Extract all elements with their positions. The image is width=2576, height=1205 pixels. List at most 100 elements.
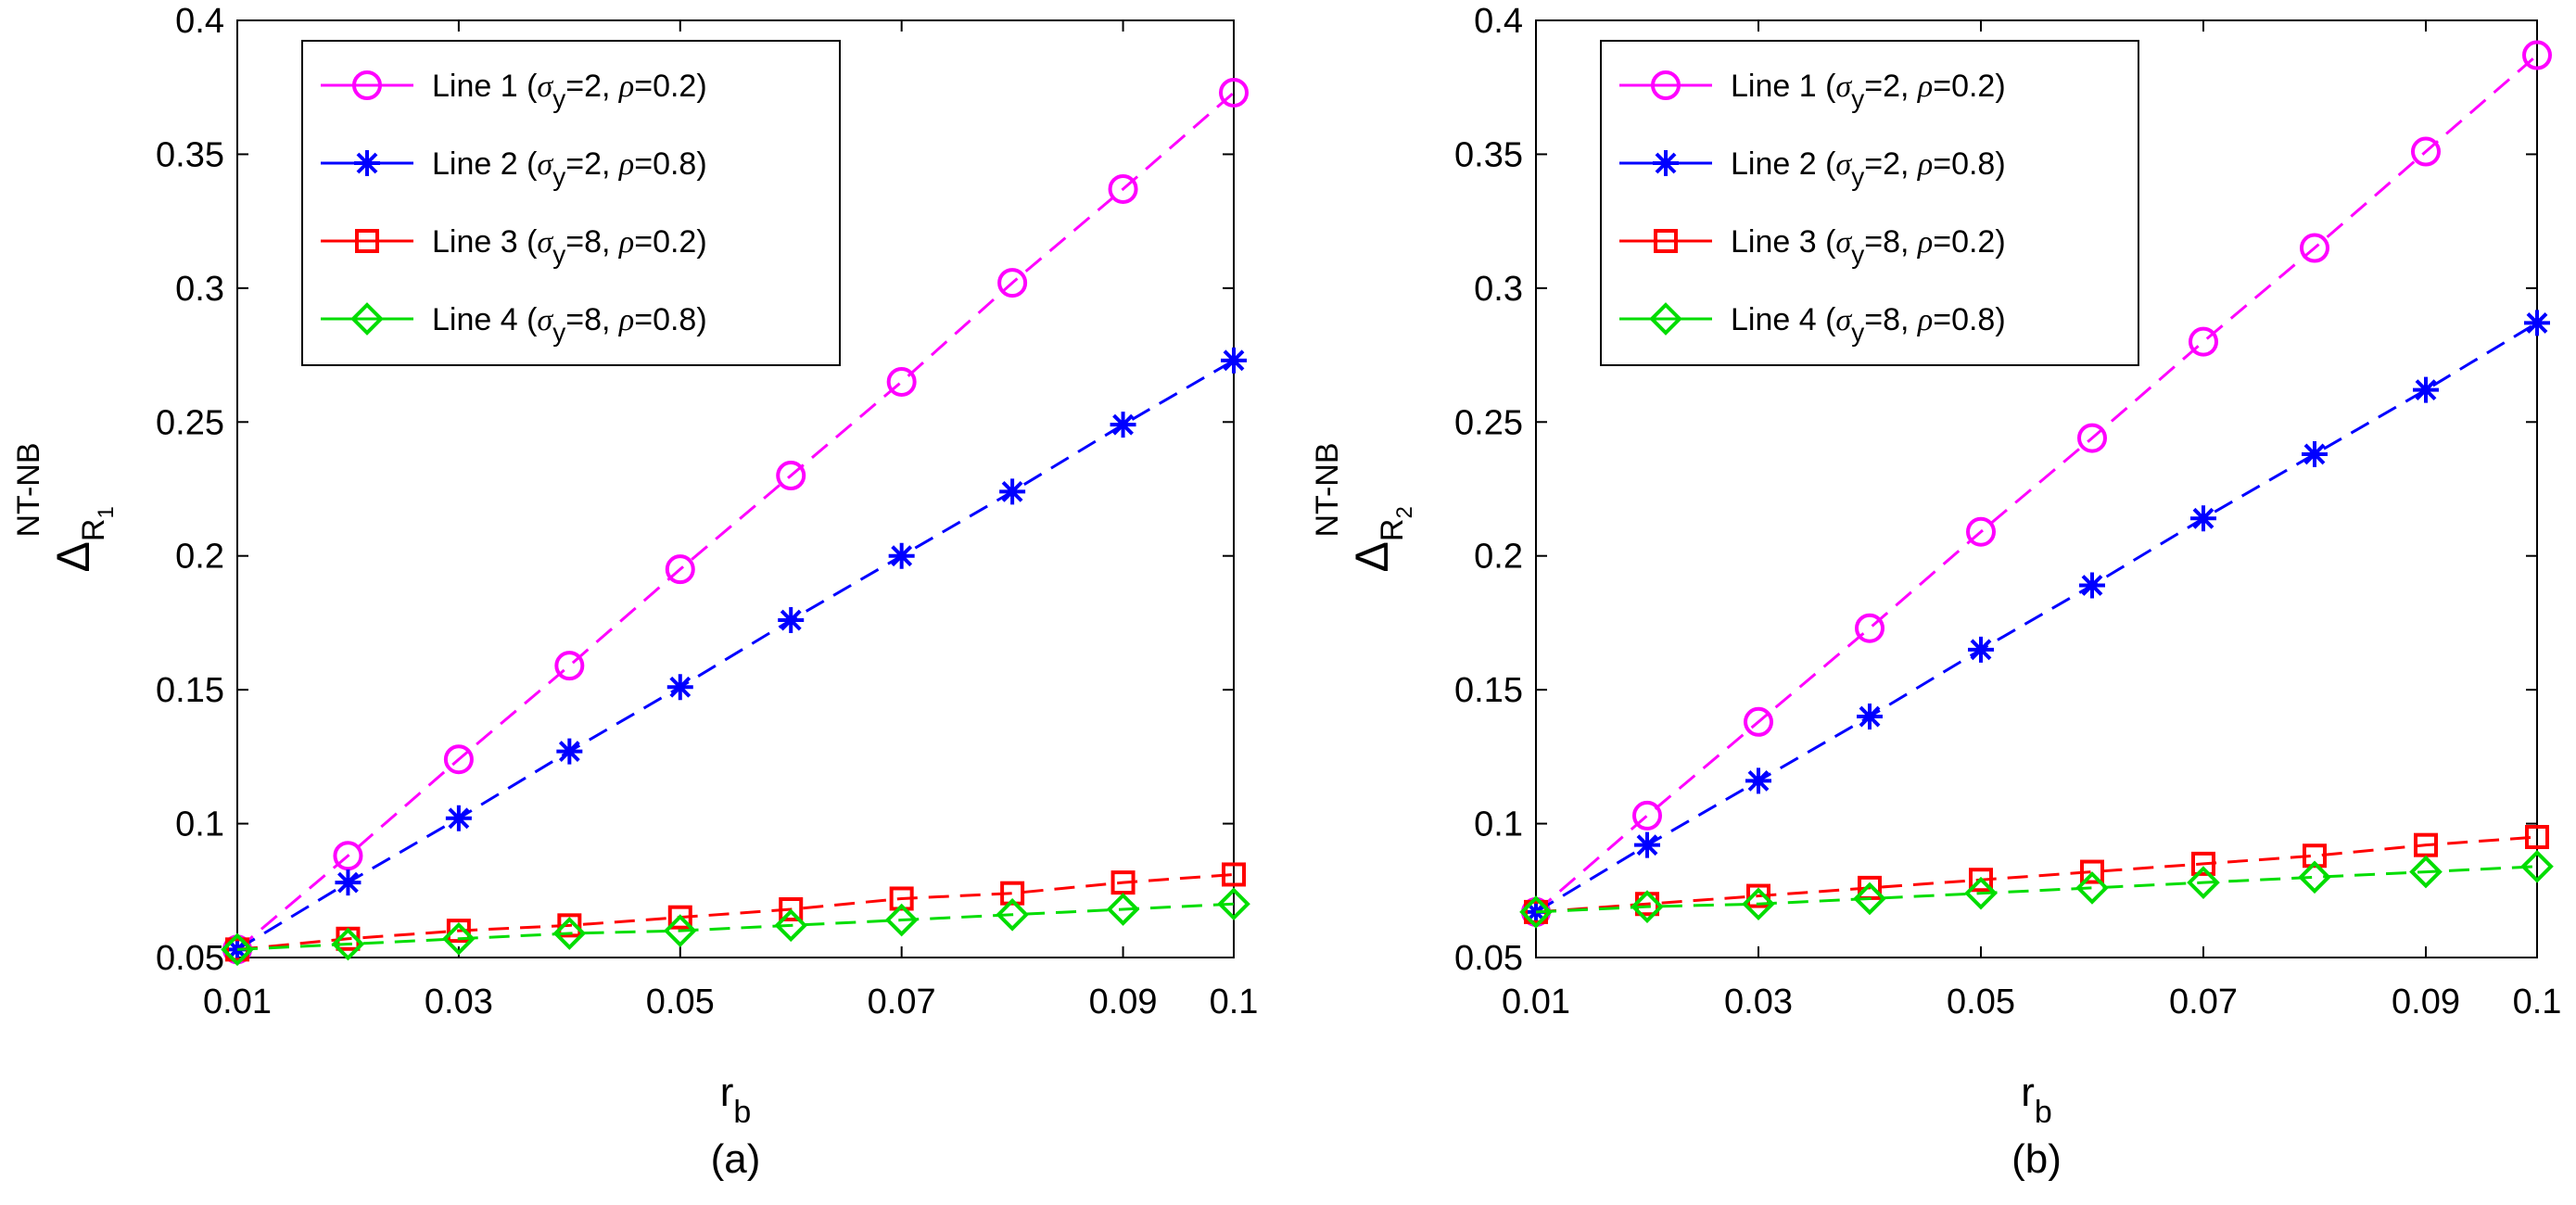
legend-entry: Line 4 (σy=8, ρ=0.8) — [1619, 302, 2006, 347]
data-point — [1966, 516, 1996, 547]
data-point — [1221, 347, 1247, 374]
y-tick-label: 0.2 — [175, 538, 224, 577]
data-point — [999, 478, 1026, 505]
data-point — [2411, 136, 2441, 167]
panel-caption: (a) — [711, 1136, 761, 1182]
y-tick-label: 0.05 — [156, 939, 224, 978]
legend-entry: Line 3 (σy=8, ρ=0.2) — [1619, 224, 2006, 269]
data-point — [2077, 423, 2107, 453]
data-point — [2189, 326, 2218, 357]
x-tick-label: 0.01 — [203, 983, 272, 1021]
x-tick-label: 0.1 — [2513, 983, 2562, 1021]
x-axis-label: rb — [720, 1070, 752, 1130]
data-point — [2191, 851, 2215, 876]
data-point — [1745, 767, 1771, 794]
data-point — [2298, 860, 2331, 894]
legend-label: Line 3 (σy=8, ρ=0.2) — [432, 224, 707, 269]
data-point — [1634, 831, 1660, 858]
data-point — [1219, 77, 1249, 108]
data-point — [1222, 862, 1246, 887]
panel-caption: (b) — [2011, 1136, 2062, 1182]
data-point — [2079, 572, 2105, 599]
data-point — [884, 903, 919, 937]
data-point — [1968, 636, 1994, 663]
data-point — [556, 738, 583, 765]
x-tick-label: 0.09 — [1089, 983, 1158, 1021]
data-point — [2300, 233, 2329, 263]
plot-area-frame — [1535, 19, 2538, 958]
data-point — [1746, 883, 1770, 908]
y-tick-label: 0.2 — [1474, 538, 1523, 577]
legend-swatch-marker — [1651, 70, 1681, 100]
legend-label: Line 1 (σy=2, ρ=0.2) — [432, 69, 707, 113]
series-path — [236, 359, 1235, 951]
data-point — [335, 869, 362, 896]
legend-entry: Line 3 (σy=8, ρ=0.2) — [321, 224, 707, 269]
y-tick-label: 0.4 — [1474, 2, 1523, 41]
data-point — [2190, 505, 2216, 532]
data-point — [889, 886, 914, 911]
y-tick-label: 0.15 — [156, 671, 224, 710]
data-point — [331, 927, 365, 961]
legend-swatch-marker — [355, 229, 379, 253]
data-point — [2525, 825, 2549, 850]
x-tick-label: 0.05 — [646, 983, 715, 1021]
data-point — [2522, 40, 2552, 70]
x-tick-label: 0.07 — [868, 983, 936, 1021]
data-point — [1855, 613, 1884, 643]
data-point — [1000, 881, 1025, 906]
data-point — [2187, 866, 2220, 899]
legend-swatch-marker — [1654, 229, 1678, 253]
y-tick-label: 0.4 — [175, 2, 224, 41]
data-point — [1631, 890, 1664, 923]
y-axis-label-text: ΔR1NT-NB — [11, 443, 119, 573]
legend-swatch-marker — [1649, 302, 1682, 336]
legend-box — [301, 40, 841, 366]
data-point — [554, 651, 585, 681]
data-point — [779, 897, 804, 922]
legend-swatch-marker — [354, 150, 380, 176]
data-point — [442, 921, 476, 956]
data-point — [1106, 893, 1140, 926]
legend-label: Line 2 (σy=2, ρ=0.8) — [432, 146, 707, 191]
data-point — [667, 905, 692, 930]
x-tick-label: 0.07 — [2169, 983, 2238, 1021]
data-point — [665, 554, 695, 585]
data-point — [2409, 855, 2443, 889]
legend-swatch-marker — [1653, 150, 1679, 176]
data-point — [445, 805, 472, 831]
legend-entry: Line 4 (σy=8, ρ=0.8) — [321, 302, 707, 347]
data-point — [2303, 844, 2327, 869]
legend: Line 1 (σy=2, ρ=0.2) Line 2 (σy=2, ρ=0.8)… — [1600, 40, 2139, 366]
data-point — [446, 919, 471, 944]
data-point — [663, 914, 697, 947]
data-point — [1108, 173, 1138, 204]
legend-entry: Line 2 (σy=2, ρ=0.8) — [1619, 146, 2006, 191]
data-point — [2080, 859, 2104, 884]
series-path — [1535, 835, 2538, 914]
x-tick-label: 0.09 — [2392, 983, 2460, 1021]
legend-label: Line 1 (σy=2, ρ=0.2) — [1731, 69, 2006, 113]
data-point — [2075, 871, 2109, 905]
x-tick-label: 0.03 — [425, 983, 493, 1021]
legend-entry: Line 1 (σy=2, ρ=0.2) — [321, 69, 707, 113]
series-line-line-2 — [1523, 310, 2550, 925]
legend-entry: Line 1 (σy=2, ρ=0.2) — [1619, 69, 2006, 113]
data-point — [778, 607, 805, 634]
series-path — [1535, 322, 2538, 914]
y-axis-label-text: ΔR2NT-NB — [1310, 443, 1417, 573]
data-point — [2302, 440, 2328, 467]
y-tick-label: 0.25 — [1454, 403, 1523, 442]
data-point — [776, 461, 806, 491]
data-point — [886, 366, 917, 397]
data-point — [333, 841, 363, 871]
y-axis-label: ΔR2NT-NB — [1310, 443, 1417, 573]
data-point — [774, 908, 808, 943]
legend-label: Line 3 (σy=8, ρ=0.2) — [1731, 224, 2006, 269]
legend-swatch-marker — [352, 70, 382, 100]
data-point — [552, 917, 587, 950]
chart-panel: 0.01 0.03 0.05 0.07 0.09 0.1 0.05 0.1 0.15 0.2 0.2… — [1310, 2, 2561, 1182]
data-point — [2413, 376, 2439, 403]
data-point — [1742, 887, 1775, 921]
